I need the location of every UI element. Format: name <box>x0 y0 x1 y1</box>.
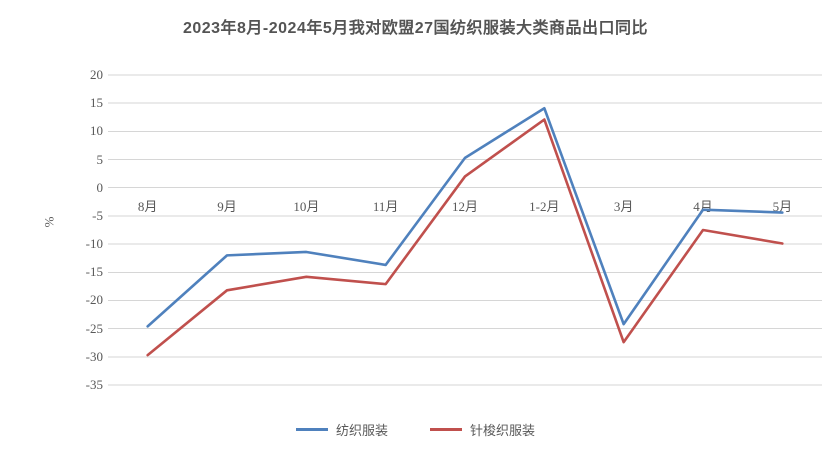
y-tick-label: 10 <box>90 123 103 139</box>
legend-label-series2: 针梭织服装 <box>470 423 536 438</box>
y-tick-label: -10 <box>85 236 103 252</box>
y-tick-label: -20 <box>85 292 103 308</box>
x-category-label: 4月 <box>693 199 713 214</box>
y-tick-label: -35 <box>85 377 103 392</box>
x-category-label: 8月 <box>137 199 158 214</box>
series-line-1 <box>146 106 784 328</box>
y-tick-label: 0 <box>96 179 104 195</box>
y-tick-label: -25 <box>85 320 103 336</box>
series-line-2 <box>146 118 784 357</box>
y-tick-label: 15 <box>90 95 103 111</box>
y-tick-label: -5 <box>92 207 103 223</box>
x-category-label: 9月 <box>217 199 237 214</box>
x-category-label: 1-2月 <box>529 199 560 214</box>
legend-item-series2: 针梭织服装 <box>430 420 535 439</box>
legend-line-swatch-series2 <box>430 428 462 431</box>
legend-label-series1: 纺织服装 <box>335 423 388 438</box>
y-tick-label: -15 <box>85 264 103 280</box>
y-tick-label: 5 <box>96 151 104 167</box>
legend-item-series1: 纺织服装 <box>295 420 388 439</box>
x-category-label: 5月 <box>772 199 793 214</box>
chart-title: 2023年8月-2024年5月我对欧盟27国纺织服装大类商品出口同比 <box>182 20 649 37</box>
legend-line-swatch-series1 <box>295 428 328 431</box>
x-category-label: 3月 <box>613 199 634 214</box>
y-tick-label: 20 <box>90 67 103 82</box>
x-category-label: 12月 <box>451 199 478 214</box>
x-category-label: 10月 <box>293 199 320 214</box>
legend: 纺织服装 针梭织服装 <box>0 420 831 439</box>
x-category-label: 11月 <box>372 199 399 214</box>
y-tick-label: -30 <box>85 348 103 364</box>
